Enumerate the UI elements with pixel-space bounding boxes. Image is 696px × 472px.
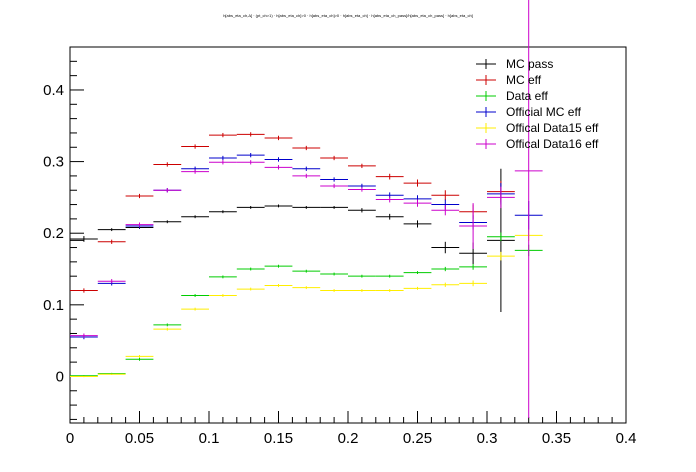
- series-mc-eff: [70, 132, 515, 293]
- y-tick-label: 0.4: [43, 82, 64, 99]
- legend-label: MC pass: [506, 57, 553, 71]
- y-tick-label: 0.2: [43, 225, 64, 242]
- series-layer: [70, 0, 543, 418]
- legend: MC pass MC eff Data eff Official MC eff Offi…: [476, 57, 599, 151]
- legend-label: Offical Data15 eff: [506, 121, 599, 135]
- legend-label: Official MC eff: [506, 105, 582, 119]
- legend-label: Offical Data16 eff: [506, 137, 599, 151]
- x-tick-label: 0.2: [338, 430, 359, 447]
- x-tick-label: 0.35: [542, 430, 571, 447]
- legend-label: Data eff: [506, 89, 548, 103]
- x-tick-label: 0.05: [125, 430, 154, 447]
- x-tick-label: 0.3: [477, 430, 498, 447]
- chart-title: h[abs_eta_ch,Δ] · (pt_ch>1) · h[abs_eta_…: [223, 13, 473, 18]
- x-tick-label: 0: [66, 430, 74, 447]
- legend-label: MC eff: [506, 73, 542, 87]
- series-offical-data16-eff: [70, 0, 543, 418]
- x-tick-label: 0.1: [199, 430, 220, 447]
- y-tick-label: 0.1: [43, 297, 64, 314]
- x-tick-label: 0.15: [264, 430, 293, 447]
- x-axis: 0 0.05 0.1 0.15 0.2 0.25 0.3 0.35 0.4: [66, 411, 637, 447]
- y-tick-label: 0: [56, 368, 64, 385]
- x-tick-label: 0.25: [403, 430, 432, 447]
- x-tick-label: 0.4: [616, 430, 637, 447]
- y-tick-label: 0.3: [43, 154, 64, 171]
- series-offical-data15-eff: [70, 229, 543, 378]
